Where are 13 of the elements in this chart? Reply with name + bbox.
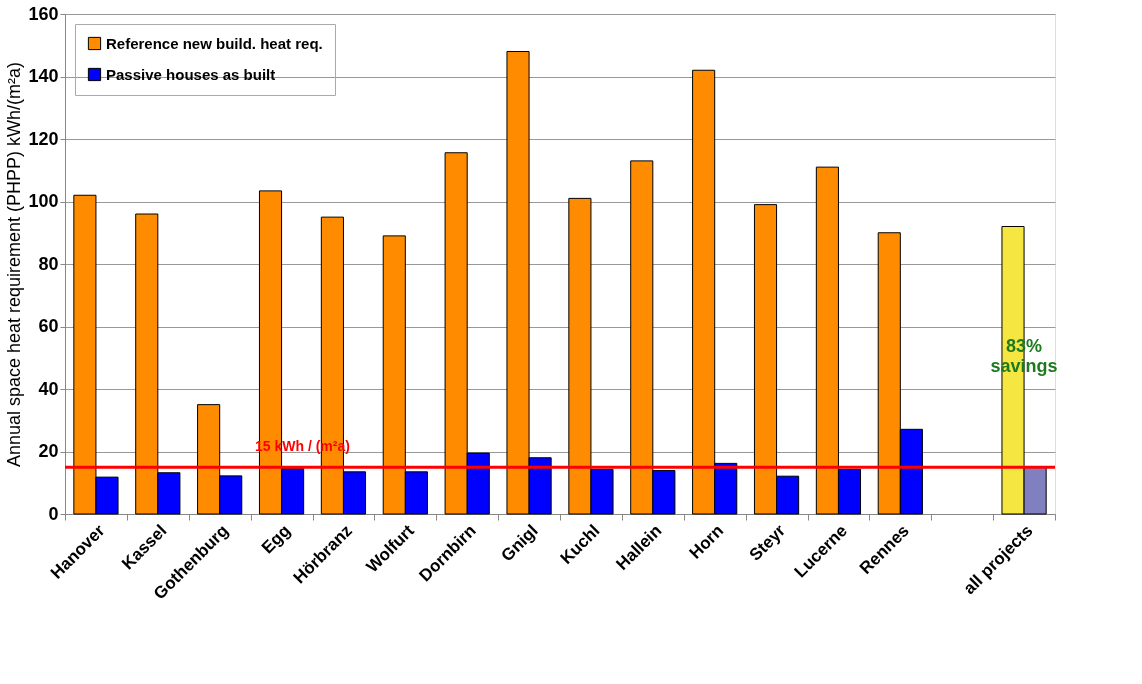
legend-label: Passive houses as built: [106, 65, 276, 83]
y-tick-label: 60: [38, 316, 59, 336]
y-tick-label: 140: [28, 66, 59, 86]
y-tick-label: 120: [28, 128, 59, 149]
y-axis-title: Annual space heat requirement (PHPP) kWh/(m²a): [4, 61, 25, 468]
legend-label: Reference new build. heat req.: [106, 34, 323, 52]
y-tick-label: 40: [38, 378, 59, 399]
y-tick-label: 100: [28, 191, 59, 211]
y-tick-label: 0: [48, 503, 59, 524]
x-tick-label: Egg: [257, 521, 295, 558]
y-tick-label: 20: [38, 441, 59, 461]
y-tick-label: 160: [28, 3, 59, 24]
y-tick-label: 80: [38, 253, 59, 274]
